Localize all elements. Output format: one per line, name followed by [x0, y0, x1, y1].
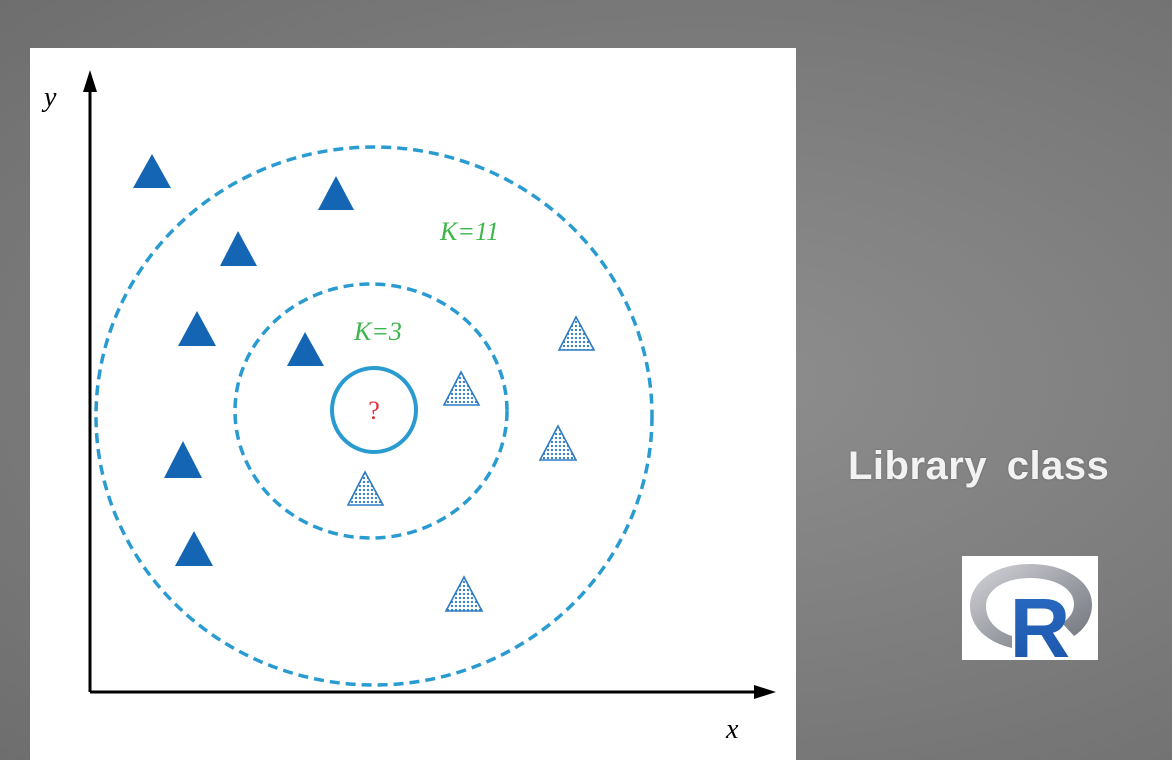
- y-axis-arrow-icon: [83, 70, 97, 92]
- solid-triangle: [287, 332, 324, 366]
- x-axis-arrow-icon: [754, 685, 776, 699]
- solid-triangle: [175, 531, 213, 566]
- solid-triangle: [133, 154, 171, 188]
- r-logo-icon: R: [970, 564, 1092, 660]
- solid-triangle: [164, 441, 202, 478]
- dotted-triangle: [538, 424, 578, 461]
- dotted-triangle: [346, 470, 385, 506]
- y-axis-label: y: [41, 82, 57, 113]
- dotted-triangle: [557, 315, 596, 351]
- r-logo-letter: R: [1010, 581, 1071, 660]
- r-logo: R: [962, 556, 1098, 660]
- dotted-triangle: [444, 575, 484, 612]
- knn-diagram: y x ? K=11 K=3: [30, 48, 796, 760]
- inner-circle-k3: [233, 282, 509, 540]
- library-class-label: Library class: [848, 444, 1110, 488]
- dotted-class-points: [346, 315, 596, 612]
- x-axis-label: x: [725, 714, 739, 745]
- query-point-circle: [330, 366, 418, 454]
- dotted-triangle: [442, 370, 481, 406]
- knn-diagram-svg: y x ? K=11 K=3: [41, 70, 776, 745]
- solid-class-points: [133, 154, 354, 566]
- query-point-label: ?: [368, 396, 380, 425]
- outer-circle-label: K=11: [439, 217, 499, 246]
- solid-triangle: [178, 311, 216, 346]
- outer-circle-k11: [94, 145, 654, 687]
- inner-circle-label: K=3: [353, 317, 402, 346]
- solid-triangle: [220, 231, 257, 266]
- solid-triangle: [318, 176, 354, 210]
